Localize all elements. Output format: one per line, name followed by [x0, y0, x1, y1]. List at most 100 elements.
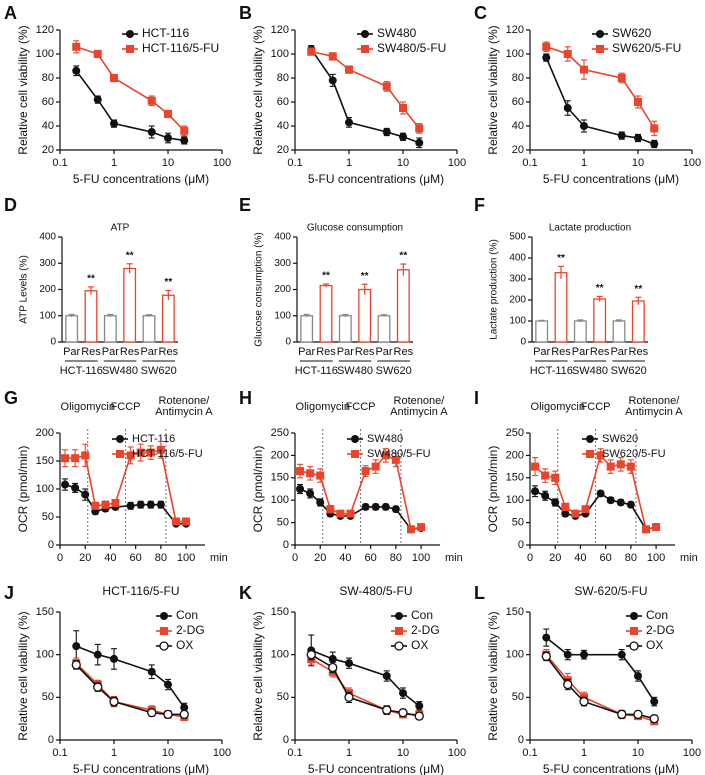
legend-label: Con: [176, 608, 198, 622]
x-axis-label: 5-FU concentrations (μM): [73, 762, 209, 775]
legend-label: SW480/5-FU: [367, 448, 431, 460]
y-tick-label: 100: [506, 48, 524, 60]
x-axis-label: 5-FU concentrations (μM): [308, 172, 444, 186]
data-point: [179, 709, 189, 720]
data-point: [391, 505, 400, 514]
y-tick-label: 250: [506, 427, 524, 439]
x-tick-label: 10: [632, 747, 644, 759]
data-point: [81, 451, 90, 460]
x-tick-label: 10: [162, 157, 174, 169]
data-point: [180, 126, 189, 135]
panel-letter: J: [4, 583, 14, 603]
legend-label: SW480: [377, 26, 417, 40]
y-axis-label: OCR (pmol/min): [16, 446, 30, 533]
y-tick-label: 40: [42, 120, 54, 132]
x-tick-label: Par: [337, 346, 354, 358]
y-axis-label: Relative cell viability (%): [486, 25, 500, 154]
x-tick-label: 60: [130, 552, 142, 564]
x-tick-label: 0.1: [287, 157, 302, 169]
data-point: [146, 500, 155, 509]
data-point: [61, 480, 70, 489]
data-point: [345, 65, 353, 74]
annotation-label: Oligomycin: [61, 401, 115, 413]
x-tick-label: 1: [581, 157, 587, 169]
legend-label: HCT-116/5-FU: [132, 448, 203, 460]
legend-marker: [351, 435, 359, 443]
x-axis-label: min: [210, 552, 228, 564]
x-tick-label: 1: [111, 157, 117, 169]
x-tick-label: 0: [527, 552, 533, 564]
data-point: [642, 525, 650, 534]
legend-label: HCT-116: [142, 26, 189, 40]
legend-marker: [160, 612, 168, 620]
data-point: [61, 454, 70, 463]
x-tick-label: Par: [572, 346, 589, 358]
data-point: [361, 502, 370, 511]
y-tick-label: 100: [36, 48, 54, 60]
group-label: SW620: [611, 365, 647, 377]
data-point: [126, 451, 135, 460]
y-tick-label: 200: [36, 427, 54, 439]
data-point: [531, 462, 540, 471]
data-point: [101, 500, 110, 509]
data-point: [417, 523, 426, 532]
series-line: [310, 653, 420, 717]
legend-marker: [159, 641, 169, 651]
y-tick-label: 20: [42, 144, 54, 156]
data-point: [326, 505, 335, 514]
data-point: [180, 136, 189, 145]
data-point: [541, 651, 551, 662]
data-point: [81, 490, 90, 499]
data-point: [328, 76, 337, 85]
legend-marker: [395, 612, 403, 620]
data-point: [563, 650, 572, 659]
significance: **: [164, 277, 172, 288]
data-point: [71, 660, 81, 670]
data-point: [551, 473, 560, 482]
data-point: [306, 469, 315, 478]
data-point: [563, 679, 573, 690]
panel-title: Lactate production: [549, 223, 631, 234]
data-point: [650, 124, 659, 133]
y-tick-label: 0: [283, 734, 289, 746]
series-line: [546, 46, 655, 129]
bar: [554, 272, 568, 343]
data-point: [617, 650, 626, 659]
data-point: [72, 642, 81, 651]
data-point: [617, 131, 626, 140]
data-point: [147, 708, 157, 718]
data-point: [111, 499, 120, 507]
series-line: [310, 48, 420, 144]
significance: **: [399, 251, 407, 262]
y-tick-label: 80: [42, 72, 54, 84]
data-point: [606, 462, 615, 471]
data-point: [296, 467, 305, 476]
x-tick-label: 1: [346, 747, 352, 759]
legend-label: OX: [176, 638, 193, 652]
data-point: [164, 134, 172, 142]
data-point: [561, 509, 570, 518]
x-tick-label: 100: [177, 552, 195, 564]
legend-label: SW620/5-FU: [612, 41, 681, 55]
panel-letter: K: [239, 583, 252, 603]
x-tick-label: 40: [104, 552, 116, 564]
annotation-label: Oligomycin: [531, 401, 585, 413]
y-axis-label: Relative cell viability (%): [251, 25, 265, 154]
group-label: HCT-116: [530, 365, 573, 377]
panel-letter: L: [474, 583, 485, 603]
significance: **: [322, 271, 330, 282]
data-point: [371, 462, 380, 471]
y-tick-label: 100: [506, 649, 524, 661]
x-axis-label: 5-FU concentrations (μM): [73, 172, 209, 186]
x-tick-label: 0: [292, 552, 298, 564]
y-tick-label: 120: [506, 24, 524, 36]
x-tick-label: 10: [397, 157, 409, 169]
panel-letter: B: [239, 3, 252, 23]
legend-label: SW620/5-FU: [602, 448, 666, 460]
data-point: [93, 95, 102, 104]
data-point: [580, 65, 588, 74]
y-tick-label: 200: [506, 449, 524, 461]
panel-title: Glucose consumption: [307, 223, 403, 234]
x-tick-label: 100: [448, 747, 466, 759]
y-tick-label: 300: [274, 258, 291, 269]
